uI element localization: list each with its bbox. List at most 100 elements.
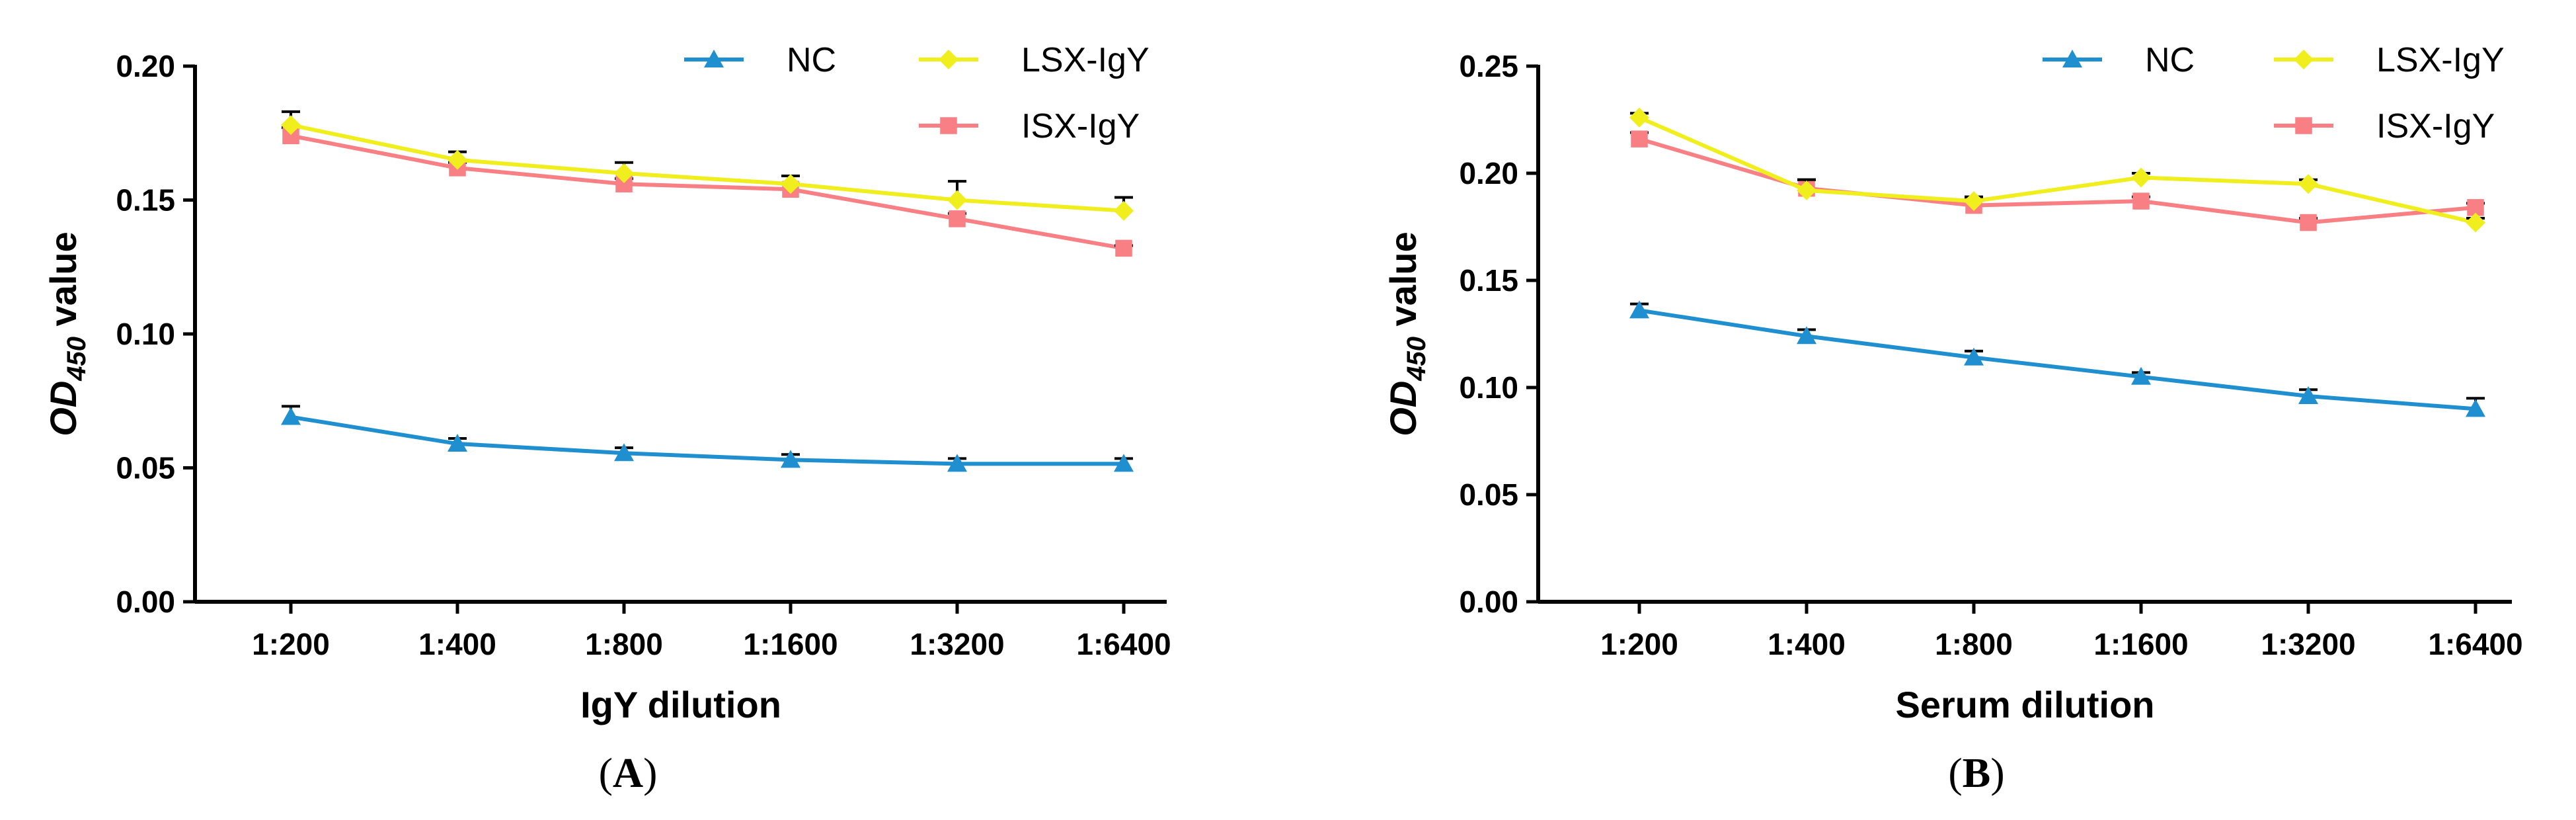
- legend-label: NC: [787, 41, 836, 79]
- series-line: [1638, 116, 2476, 225]
- series-line: [1639, 137, 2476, 225]
- y-axis-title-subscript: 450: [62, 337, 91, 382]
- legend-item-nc: NC: [2043, 41, 2195, 79]
- y-tick-label: 0.15: [116, 183, 175, 218]
- data-point: [1629, 107, 1649, 128]
- y-tick-label: 0.00: [1459, 585, 1518, 619]
- x-tick-label: 1:3200: [2261, 627, 2355, 661]
- series-line: [1639, 308, 2476, 411]
- x-axis-title: IgY dilution: [580, 684, 781, 725]
- series-nc: [1629, 300, 2485, 417]
- y-tick-label: 0.05: [1459, 477, 1518, 512]
- chart-panel-a: 0.00 0.05 0.10 0.15 0.20 1:200 1:400 1:800 1:160…: [42, 41, 1171, 796]
- x-axis-title: Serum dilution: [1896, 684, 2155, 725]
- x-tick-label: 1:800: [1935, 627, 2013, 661]
- legend-marker: [704, 50, 724, 67]
- data-point: [2132, 192, 2150, 210]
- series-line: [290, 134, 1124, 251]
- data-point: [614, 163, 634, 183]
- x-tick-label: 1:800: [585, 627, 663, 661]
- x-tick-label: 1:1600: [743, 627, 838, 661]
- data-point: [1797, 180, 1816, 200]
- y-axis-title: OD450 value: [1382, 231, 1431, 436]
- panel-label-letter: B: [1963, 749, 1991, 796]
- legend-label: NC: [2145, 41, 2195, 79]
- panel-label: (A): [599, 749, 658, 796]
- y-axis-title: OD450 value: [42, 231, 91, 436]
- panel-label-close: ): [1990, 749, 2004, 796]
- chart-panel-b: 0.00 0.05 0.10 0.15 0.20 0.25 1:200 1:400 1:800 1…: [1382, 41, 2523, 796]
- series-isx-igy: [282, 126, 1133, 257]
- data-point: [1114, 200, 1134, 221]
- series-line: [290, 123, 1124, 213]
- legend-item-lsx-igy: LSX-IgY: [919, 41, 1150, 79]
- data-point: [2131, 366, 2151, 385]
- panel-label-letter: A: [613, 749, 643, 796]
- legend-marker: [2294, 50, 2314, 69]
- data-point: [1964, 191, 1984, 212]
- data-point: [2131, 167, 2151, 188]
- series-line: [290, 415, 1124, 466]
- data-point: [1631, 130, 1648, 147]
- panel-label-open: (: [599, 749, 613, 796]
- data-point: [1964, 347, 1984, 366]
- legend-marker: [2062, 50, 2082, 67]
- panel-label: (B): [1948, 749, 2004, 796]
- series-lsx-igy: [281, 110, 1134, 221]
- x-tick-label: 1:3200: [910, 627, 1004, 661]
- x-tick-label: 1:200: [1600, 627, 1678, 661]
- y-tick-label: 0.10: [1459, 370, 1518, 405]
- data-point: [2466, 399, 2485, 417]
- series-nc: [281, 405, 1134, 472]
- data-point: [949, 210, 966, 227]
- y-axis-title-subscript: 450: [1402, 337, 1431, 382]
- y-axis-title-value: value: [1382, 231, 1424, 337]
- y-tick-label: 0.20: [116, 49, 175, 83]
- y-tick-label: 0.10: [116, 317, 175, 351]
- legend-marker: [2295, 117, 2312, 134]
- x-tick-label: 1:6400: [2428, 627, 2522, 661]
- y-axis-title-od: OD: [1382, 381, 1424, 436]
- panel-label-close: ): [643, 749, 657, 796]
- data-point: [281, 115, 301, 136]
- data-point: [2300, 214, 2317, 231]
- data-point: [947, 190, 967, 210]
- x-tick-label: 1:400: [418, 627, 496, 661]
- data-point: [781, 450, 800, 468]
- legend-item-isx-igy: ISX-IgY: [919, 107, 1140, 145]
- legend-item-lsx-igy: LSX-IgY: [2274, 41, 2505, 79]
- data-point: [1115, 239, 1132, 257]
- y-tick-label: 0.25: [1459, 49, 1518, 83]
- legend-item-isx-igy: ISX-IgY: [2274, 107, 2495, 145]
- panel-label-open: (: [1948, 749, 1962, 796]
- data-point: [2466, 212, 2485, 233]
- data-point: [781, 174, 800, 194]
- data-point: [448, 149, 467, 170]
- x-tick-label: 1:200: [252, 627, 330, 661]
- legend-label: ISX-IgY: [2376, 107, 2495, 145]
- data-point: [281, 407, 301, 425]
- legend-marker: [940, 117, 957, 134]
- legend-label: LSX-IgY: [1021, 41, 1150, 79]
- data-point: [614, 443, 634, 462]
- y-tick-label: 0.15: [1459, 263, 1518, 298]
- data-point: [1629, 300, 1649, 319]
- legend-label: ISX-IgY: [1021, 107, 1140, 145]
- series-isx-igy: [1630, 130, 2485, 231]
- y-tick-label: 0.00: [116, 585, 175, 619]
- data-point: [448, 434, 467, 452]
- x-tick-label: 1:400: [1768, 627, 1846, 661]
- y-axis-title-od: OD: [42, 381, 84, 436]
- legend-item-nc: NC: [684, 41, 836, 79]
- x-tick-label: 1:1600: [2093, 627, 2188, 661]
- data-point: [2298, 386, 2318, 404]
- y-tick-label: 0.20: [1459, 156, 1518, 190]
- legend-marker: [939, 50, 958, 69]
- data-point: [2298, 174, 2318, 194]
- legend-label: LSX-IgY: [2376, 41, 2505, 79]
- series-lsx-igy: [1629, 107, 2485, 233]
- y-tick-label: 0.05: [116, 451, 175, 485]
- data-point: [947, 454, 967, 472]
- x-tick-label: 1:6400: [1076, 627, 1171, 661]
